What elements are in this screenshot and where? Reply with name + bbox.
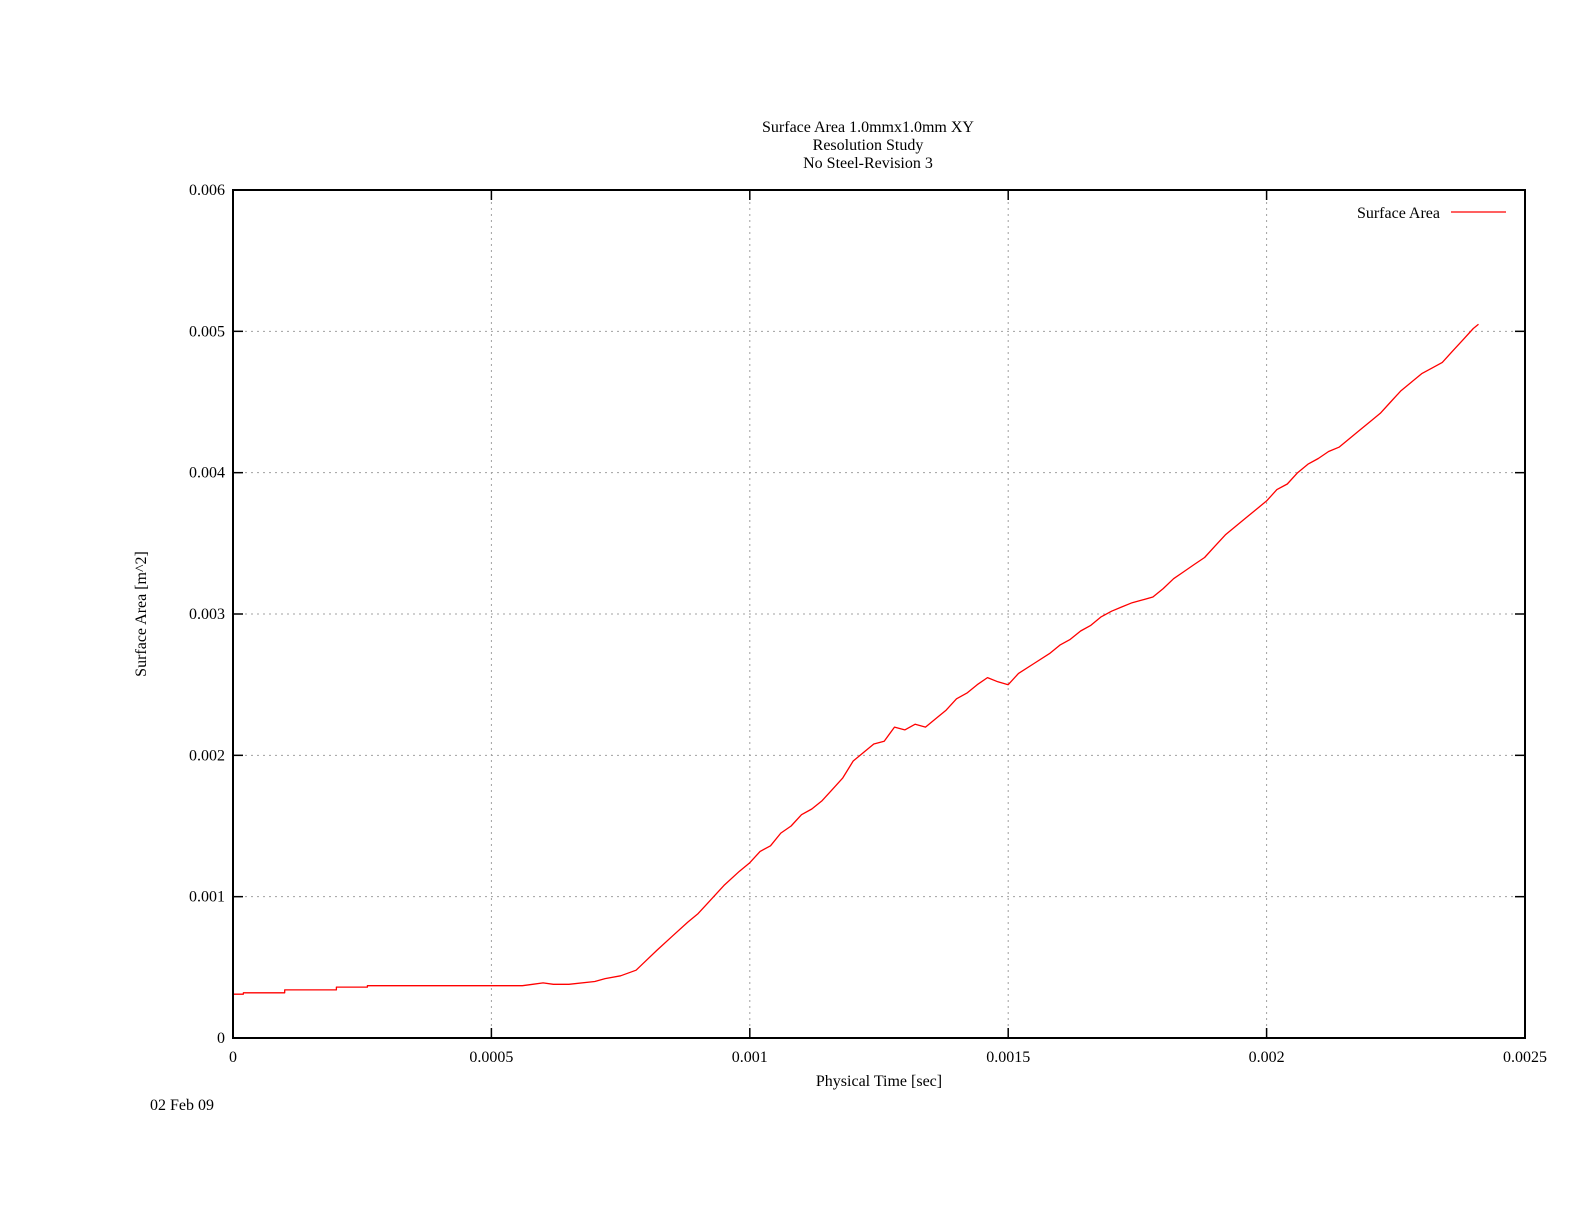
y-axis-label: Surface Area [m^2]: [133, 551, 150, 677]
y-tick-labels: 0 0.001 0.002 0.003 0.004 0.005 0.006: [189, 182, 225, 1047]
series-line-0: [233, 323, 1479, 995]
x-tick-label: 0.0015: [986, 1049, 1030, 1066]
x-tick-label: 0.0025: [1503, 1049, 1547, 1066]
y-tick-label: 0.006: [189, 182, 225, 199]
chart-title-line-2: Resolution Study: [813, 137, 924, 154]
y-tick-label: 0.005: [189, 323, 225, 340]
x-tick-label: 0.002: [1249, 1049, 1285, 1066]
footer-date: 02 Feb 09: [150, 1097, 214, 1114]
x-tick-label: 0.0005: [469, 1049, 513, 1066]
chart-title-line-3: No Steel-Revision 3: [803, 155, 933, 172]
plot-frame: [232, 189, 1526, 1039]
x-tick-label: 0: [229, 1049, 237, 1066]
x-tick-label: 0.001: [732, 1049, 768, 1066]
y-tick-label: 0.004: [189, 465, 225, 482]
y-tick-label: 0.003: [189, 606, 225, 623]
x-tick-labels: 0 0.0005 0.001 0.0015 0.002 0.0025: [229, 1049, 1547, 1066]
x-axis-label: Physical Time [sec]: [816, 1073, 942, 1090]
grid: [233, 190, 1525, 1038]
y-tick-label: 0: [217, 1030, 225, 1047]
y-tick-label: 0.001: [189, 889, 225, 906]
y-tick-label: 0.002: [189, 747, 225, 764]
legend: Surface Area: [1357, 205, 1506, 222]
legend-label: Surface Area: [1357, 205, 1440, 222]
chart-title-line-1: Surface Area 1.0mmx1.0mm XY: [762, 119, 974, 136]
series-layer: [233, 323, 1479, 995]
